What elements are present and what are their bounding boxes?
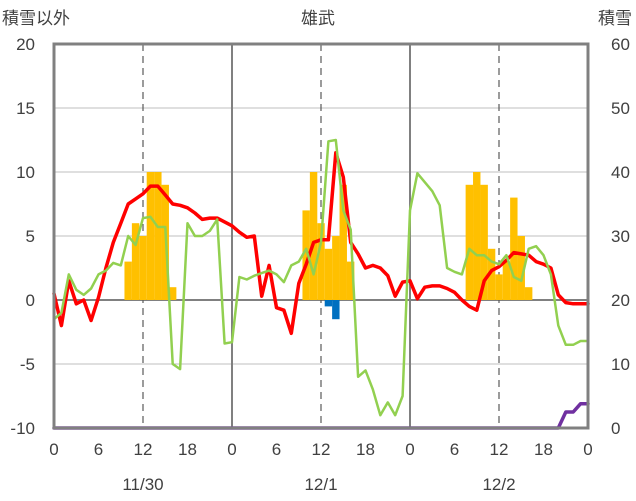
- precip_positive-bar: [339, 184, 347, 300]
- precip_positive-bar: [154, 172, 162, 300]
- precip_positive-bar: [524, 287, 533, 300]
- right-axis-label: 積雪: [598, 9, 632, 29]
- precip_positive-bar: [473, 172, 481, 300]
- precip_positive-bar: [517, 236, 525, 300]
- x-tick-label: 18: [178, 440, 197, 459]
- precip_positive-bar: [324, 248, 333, 300]
- right-y-tick-label: 60: [611, 35, 630, 54]
- precip_negative-bar: [332, 300, 340, 320]
- precip_positive-bar: [510, 197, 518, 300]
- precip_positive-bar: [480, 184, 488, 300]
- x-tick-label: 0: [49, 440, 58, 459]
- x-tick-label: 6: [450, 440, 459, 459]
- precip_positive-bar: [302, 210, 310, 300]
- left-y-tick-label: 0: [26, 291, 35, 310]
- day-label: 11/30: [122, 475, 163, 494]
- plot-frame: [52, 42, 590, 430]
- x-tick-label: 0: [583, 440, 592, 459]
- left-y-tick-label: -5: [20, 355, 35, 374]
- x-tick-label: 0: [405, 440, 414, 459]
- secondary-line: [52, 138, 590, 417]
- precip_positive-bar: [502, 261, 511, 300]
- left-y-tick-label: 15: [16, 99, 35, 118]
- precip_positive-bar: [317, 223, 325, 300]
- left-y-tick-label: 5: [26, 227, 35, 246]
- right-y-tick-label: 50: [611, 99, 630, 118]
- right-y-tick-label: 0: [611, 419, 620, 438]
- left-y-tick-label: 10: [16, 163, 35, 182]
- precip_positive-bar: [309, 172, 318, 300]
- precip_negative-bar: [324, 300, 333, 307]
- x-tick-label: 18: [356, 440, 375, 459]
- left-axis-label: 積雪以外: [2, 9, 70, 29]
- precip_positive-bar: [146, 172, 155, 300]
- precip_positive-bar: [487, 248, 496, 300]
- precip_positive-bar: [168, 287, 177, 300]
- left-y-tick-label: -10: [10, 419, 35, 438]
- x-tick-label: 12: [490, 440, 509, 459]
- precip_positive-bar: [139, 236, 147, 300]
- x-tick-label: 12: [312, 440, 331, 459]
- chart-title: 雄武: [301, 9, 335, 29]
- x-tick-label: 18: [534, 440, 553, 459]
- right-y-tick-label: 30: [611, 227, 630, 246]
- right-y-tick-label: 20: [611, 291, 630, 310]
- precip_positive-bar: [124, 261, 132, 300]
- precip_positive-bar: [131, 223, 140, 300]
- precip_positive-bar: [495, 274, 503, 300]
- precip_positive-bar: [346, 261, 355, 300]
- precip_positive-bar: [332, 236, 340, 300]
- right-y-tick-label: 10: [611, 355, 630, 374]
- left-y-tick-label: 20: [16, 35, 35, 54]
- x-tick-label: 6: [94, 440, 103, 459]
- day-label: 12/1: [304, 475, 337, 494]
- right-y-tick-label: 40: [611, 163, 630, 182]
- day-label: 12/2: [482, 475, 515, 494]
- x-tick-label: 6: [272, 440, 281, 459]
- precip_positive-bar: [465, 184, 474, 300]
- x-tick-label: 12: [134, 440, 153, 459]
- x-tick-label: 0: [227, 440, 236, 459]
